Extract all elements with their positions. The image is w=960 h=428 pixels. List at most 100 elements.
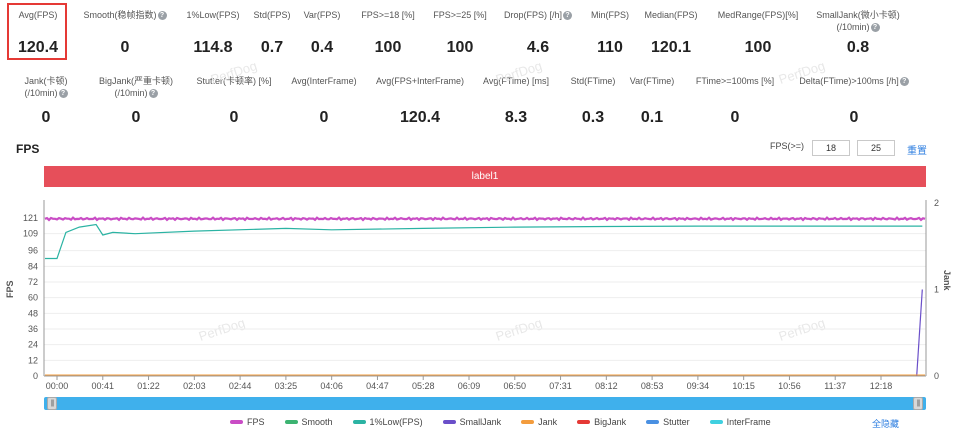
legend-item[interactable]: InterFrame bbox=[709, 417, 771, 427]
metric-label: Drop(FPS) [/h] bbox=[503, 10, 562, 20]
metric-label: FPS>=25 [%] bbox=[433, 10, 487, 20]
metric: Avg(InterFrame) 0 bbox=[284, 75, 364, 128]
x-tick-label: 00:41 bbox=[92, 381, 115, 391]
metric: MedRange(FPS)[%] 100 bbox=[706, 9, 810, 58]
y2-tick-label: 2 bbox=[934, 198, 939, 208]
metric-value: 8.3 bbox=[504, 109, 528, 126]
reset-button[interactable]: 重置 bbox=[907, 146, 927, 157]
legend-swatch bbox=[230, 420, 243, 424]
legend-label: SmallJank bbox=[459, 417, 502, 427]
metric-value: 0 bbox=[131, 109, 141, 126]
metric-value: 110 bbox=[597, 39, 623, 56]
metric-label: Var(FTime) bbox=[629, 76, 675, 86]
metric-label: Median(FPS) bbox=[644, 10, 698, 20]
x-tick-label: 12:18 bbox=[870, 381, 893, 391]
metric-value: 100 bbox=[374, 39, 402, 56]
x-tick-label: 04:47 bbox=[366, 381, 389, 391]
avg-fps-highlight bbox=[7, 3, 67, 60]
metric: Min(FPS) 110 bbox=[584, 9, 636, 58]
legend-swatch bbox=[521, 420, 535, 424]
section-title: FPS bbox=[16, 142, 40, 156]
metric: Avg(FTime) [ms] 8.3 bbox=[476, 75, 556, 128]
metric-label-unit: (/10min) bbox=[24, 88, 58, 98]
metric-label: Avg(FPS+InterFrame) bbox=[375, 76, 465, 86]
metric-label: Smooth(稳帧指数) bbox=[83, 10, 157, 20]
y-tick-label: 24 bbox=[28, 340, 38, 350]
y2-axis-label: Jank bbox=[942, 270, 952, 291]
fps-chart: 121 109 96 84 72 60 48 36 24 12 0 2 1 0 00:00 00:41 01:2… bbox=[23, 198, 939, 391]
help-icon[interactable]: ? bbox=[899, 77, 909, 87]
metric: Drop(FPS) [/h]? 4.6 bbox=[496, 9, 580, 58]
metric: Delta(FTime)>100ms [/h]? 0 bbox=[786, 75, 922, 128]
x-tick-label: 11:37 bbox=[824, 381, 846, 391]
fps-threshold-input-1[interactable]: 18 bbox=[812, 140, 850, 156]
x-tick-label: 07:31 bbox=[549, 381, 572, 391]
help-icon[interactable]: ? bbox=[563, 11, 572, 21]
metric-label: Std(FTime) bbox=[570, 76, 616, 86]
y-tick-label: 121 bbox=[23, 213, 38, 223]
legend-item[interactable]: BigJank bbox=[577, 417, 626, 427]
legend-label: BigJank bbox=[594, 417, 627, 427]
x-tick-label: 06:50 bbox=[504, 381, 527, 391]
metric: Median(FPS) 120.1 bbox=[636, 9, 706, 58]
metric-value: 0.8 bbox=[846, 39, 870, 56]
help-icon[interactable]: ? bbox=[148, 89, 158, 99]
legend-item[interactable]: SmallJank bbox=[442, 417, 502, 427]
metric-value: 0.4 bbox=[310, 39, 334, 56]
legend-swatch bbox=[442, 420, 456, 424]
chart-legend: FPS Smooth 1%Low(FPS) SmallJank Jank BigJank S… bbox=[230, 417, 771, 427]
x-tick-label: 08:12 bbox=[595, 381, 618, 391]
legend-item[interactable]: FPS bbox=[230, 417, 265, 427]
y-tick-label: 72 bbox=[28, 277, 38, 287]
x-tick-label: 04:06 bbox=[320, 381, 343, 391]
legend-item[interactable]: Smooth bbox=[284, 417, 333, 427]
y-tick-label: 84 bbox=[28, 261, 38, 271]
timeline-scrollbar[interactable] bbox=[44, 397, 926, 410]
legend-swatch bbox=[646, 420, 660, 424]
metric-label: Std(FPS) bbox=[253, 10, 291, 20]
metric: Avg(FPS+InterFrame) 120.4 bbox=[364, 75, 476, 128]
x-tick-label: 05:28 bbox=[412, 381, 435, 391]
legend-swatch bbox=[709, 420, 723, 424]
legend-item[interactable]: Stutter bbox=[646, 417, 690, 427]
help-icon[interactable]: ? bbox=[157, 11, 167, 21]
series-line-fps bbox=[44, 216, 926, 222]
fps-threshold-label: FPS(>=) bbox=[770, 141, 805, 151]
y-tick-label: 60 bbox=[28, 293, 38, 303]
metric-value: 0 bbox=[319, 109, 329, 126]
metric-value: 0 bbox=[730, 109, 740, 126]
metric-value: 0.3 bbox=[581, 109, 605, 126]
legend-swatch bbox=[284, 420, 298, 424]
fps-threshold-input-2[interactable]: 25 bbox=[857, 140, 895, 156]
metric-label: 1%Low(FPS) bbox=[186, 10, 240, 20]
metric-value: 0.7 bbox=[260, 39, 284, 56]
legend-item[interactable]: Jank bbox=[521, 417, 557, 427]
x-tick-label: 00:00 bbox=[46, 381, 69, 391]
metric-label: Avg(FTime) [ms] bbox=[482, 76, 549, 86]
legend-label: Jank bbox=[538, 417, 558, 427]
scroll-handle-left[interactable] bbox=[47, 397, 57, 410]
legend-item[interactable]: 1%Low(FPS) bbox=[352, 417, 423, 427]
x-tick-label: 10:56 bbox=[778, 381, 801, 391]
metric-value: 114.8 bbox=[193, 39, 233, 56]
legend-label: 1%Low(FPS) bbox=[369, 417, 423, 427]
help-icon[interactable]: ? bbox=[58, 89, 68, 99]
metric-value: 4.6 bbox=[526, 39, 550, 56]
metric-value: 100 bbox=[446, 39, 474, 56]
y-tick-label: 48 bbox=[28, 308, 38, 318]
metric: Stutter(卡顿率) [%] 0 bbox=[188, 75, 280, 128]
metric: Var(FPS) 0.4 bbox=[298, 9, 346, 58]
y-tick-label: 12 bbox=[28, 355, 38, 365]
label-bar[interactable]: label1 bbox=[44, 166, 926, 187]
series-line-smalljank bbox=[916, 289, 923, 377]
metric-value: 0 bbox=[120, 39, 130, 56]
metric-label: MedRange(FPS)[%] bbox=[717, 10, 799, 20]
scroll-handle-right[interactable] bbox=[913, 397, 923, 410]
help-icon[interactable]: ? bbox=[870, 23, 880, 33]
legend-label: FPS bbox=[247, 417, 265, 427]
metric: SmallJank(微小卡顿) (/10min)? 0.8 bbox=[810, 9, 906, 58]
metric: Std(FTime) 0.3 bbox=[560, 75, 626, 128]
hide-all-button[interactable]: 全隐藏 bbox=[872, 419, 900, 428]
metric: FPS>=18 [%] 100 bbox=[350, 9, 426, 58]
y-tick-label: 36 bbox=[28, 324, 38, 334]
